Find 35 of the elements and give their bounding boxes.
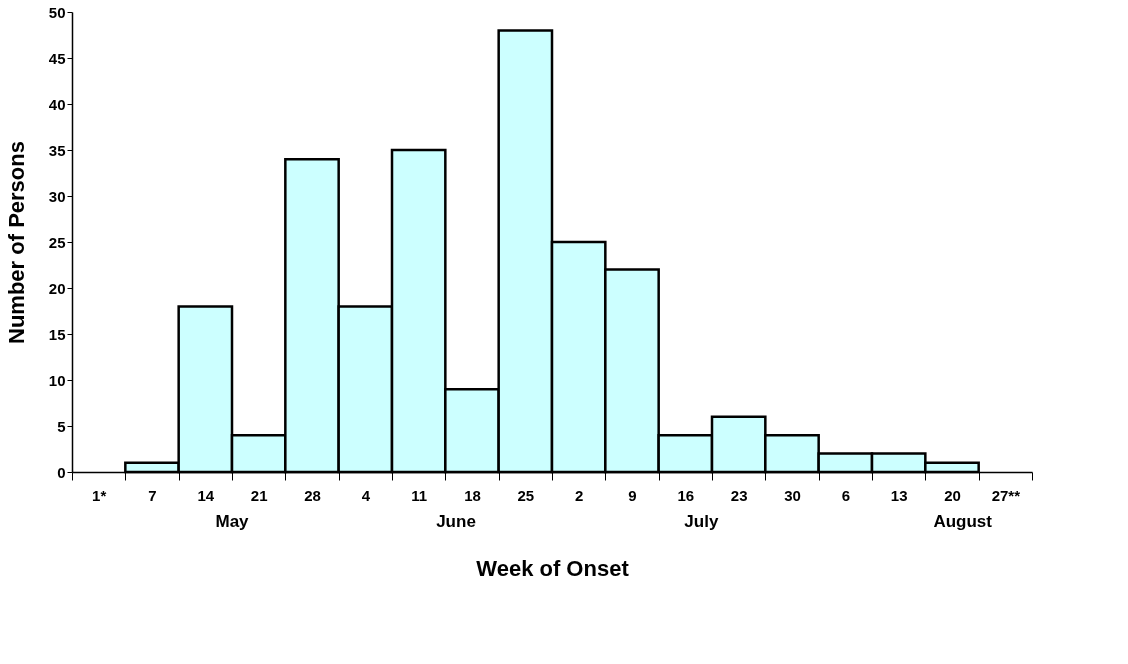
x-tick-label: 18 [464, 486, 481, 504]
x-tick-label: 11 [411, 486, 428, 504]
x-tick-label: 21 [250, 486, 268, 504]
x-tick-label: 20 [944, 486, 961, 504]
y-tick-label: 0 [57, 463, 66, 481]
y-tick-label: 30 [48, 187, 66, 205]
x-tick-label: 9 [628, 486, 637, 504]
x-tick-label: 27** [991, 486, 1021, 504]
text: May [215, 512, 250, 531]
x-tick-label: 2 [574, 486, 584, 504]
y-tick-label: 50 [48, 3, 66, 21]
x-tick-label: 23 [730, 486, 748, 504]
x-tick-label: 6 [841, 486, 851, 504]
x-tick-label: 30 [784, 486, 801, 504]
x-axis-title: Week of Onset [476, 555, 630, 581]
x-tick-label: 16 [677, 486, 695, 504]
y-tick-label: 5 [57, 417, 66, 435]
x-tick-label: 13 [890, 486, 908, 504]
y-axis-title: Number of Persons [3, 141, 29, 344]
text: July [684, 512, 719, 531]
y-tick-label: 45 [48, 49, 66, 67]
y-tick-label: 15 [48, 325, 66, 343]
text: August [933, 512, 993, 531]
x-tick-label: 28 [304, 486, 321, 504]
x-tick-label: 4 [361, 486, 371, 504]
y-tick-label: 35 [48, 141, 66, 159]
text: June [436, 512, 476, 531]
y-tick-label: 40 [48, 95, 66, 113]
y-tick-label: 20 [48, 279, 66, 297]
x-tick-label: 14 [197, 486, 215, 504]
x-tick-label: 7 [148, 486, 157, 504]
x-tick-label: 25 [517, 486, 535, 504]
y-tick-label: 25 [48, 233, 66, 251]
x-tick-label: 1* [92, 486, 107, 504]
y-tick-label: 10 [48, 371, 66, 389]
